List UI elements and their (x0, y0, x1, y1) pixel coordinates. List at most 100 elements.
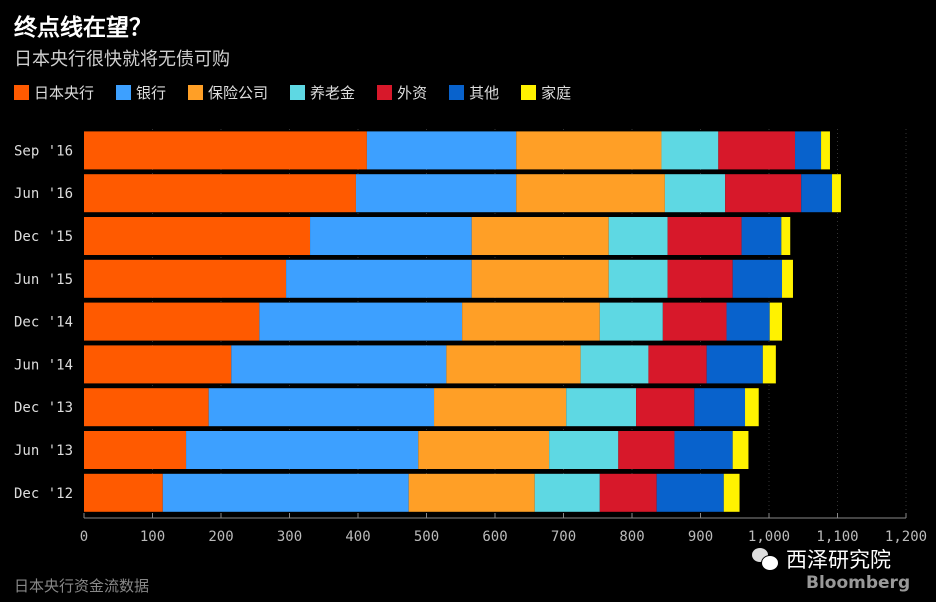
bar-segment (718, 131, 796, 170)
bar-segment (723, 473, 740, 512)
bar-segment (471, 217, 609, 255)
y-tick-label: Dec '14 (14, 315, 73, 331)
x-tick-label: 900 (688, 529, 713, 545)
bar-segment (471, 259, 609, 298)
bar-segment (674, 431, 733, 469)
x-tick-label: 700 (551, 529, 576, 545)
y-tick-label: Jun '16 (14, 186, 73, 202)
bar-segment (549, 431, 619, 469)
x-tick-label: 500 (414, 529, 439, 545)
bar-segment (762, 345, 776, 384)
bar-segment (462, 302, 600, 341)
bar-segment (84, 388, 209, 427)
legend-item: 保险公司 (188, 82, 268, 103)
legend-label: 银行 (136, 84, 167, 102)
y-tick-label: Dec '12 (14, 486, 73, 502)
bar-segment (84, 217, 311, 255)
bar-segment (732, 431, 749, 469)
legend-label: 外资 (397, 84, 428, 102)
bar-segment (821, 131, 830, 170)
bar-segment (667, 217, 742, 255)
y-tick-label: Jun '14 (14, 357, 73, 373)
bar-segment (725, 174, 802, 213)
legend-swatch (116, 85, 132, 100)
legend-item: 日本央行 (14, 82, 94, 103)
bar-segment (801, 174, 833, 213)
legend-item: 银行 (116, 82, 166, 103)
watermark-text: 西泽研究院 (786, 548, 891, 572)
bar-segment (706, 345, 763, 384)
bar-segment (286, 259, 472, 298)
bar-segment (608, 259, 668, 298)
bar-segment (162, 473, 409, 512)
legend-item: 养老金 (290, 82, 355, 103)
bar-segment (84, 259, 287, 298)
bar-segment (418, 431, 550, 469)
bar-segment (769, 302, 783, 341)
bar-segment (84, 431, 187, 469)
bar-segment (84, 345, 232, 384)
chart-subtitle: 日本央行很快就将无债可购 (14, 49, 230, 70)
source-note: 日本央行资金流数据 (14, 577, 150, 595)
legend-label: 保险公司 (208, 84, 269, 102)
bar-segment (664, 174, 726, 213)
bar-segment (608, 217, 668, 255)
bar-segment (726, 302, 770, 341)
bar-segment (534, 473, 600, 512)
bar-segment (566, 388, 637, 427)
legend-label: 日本央行 (34, 84, 95, 102)
legend-swatch (290, 85, 306, 100)
bar-segment (355, 174, 517, 213)
x-tick-label: 800 (619, 529, 644, 545)
y-tick-label: Jun '13 (14, 443, 73, 459)
wechat-icon (752, 548, 779, 571)
legend-swatch (377, 85, 393, 100)
legend-swatch (188, 85, 204, 100)
bar-segment (84, 174, 356, 213)
bar-segment (84, 302, 260, 341)
x-tick-label: 300 (277, 529, 302, 545)
chart-title: 终点线在望？ (14, 15, 152, 41)
legend-item: 家庭 (521, 82, 571, 103)
y-tick-label: Dec '13 (14, 400, 73, 416)
bar-segment (636, 388, 695, 427)
legend-item: 外资 (377, 82, 427, 103)
legend-label: 家庭 (541, 84, 572, 102)
bar-segment (599, 302, 663, 341)
bar-segment (208, 388, 435, 427)
bar-segment (599, 473, 657, 512)
legend-label: 养老金 (310, 84, 356, 102)
bar-segment (84, 473, 163, 512)
bar-segment (516, 131, 662, 170)
bar-segment (781, 217, 791, 255)
bar-segment (648, 345, 707, 384)
bar-segment (661, 131, 719, 170)
x-tick-label: 1,000 (748, 529, 790, 545)
bar-segment (662, 302, 727, 341)
bar-segment (259, 302, 463, 341)
bar-segment (656, 473, 724, 512)
bar-segment (694, 388, 746, 427)
bar-segment (745, 388, 759, 427)
bar-segment (84, 131, 367, 170)
bar-segment (618, 431, 675, 469)
bar-segment (231, 345, 447, 384)
bar-segment (580, 345, 649, 384)
bloomberg-logo: Bloomberg (806, 573, 911, 593)
bar-segment (434, 388, 567, 427)
legend-label: 其他 (469, 84, 500, 102)
bar-segment (408, 473, 535, 512)
bar-segment (667, 259, 733, 298)
x-tick-label: 0 (80, 529, 88, 545)
x-tick-label: 1,100 (816, 529, 858, 545)
bar-segment (186, 431, 419, 469)
y-tick-label: Jun '15 (14, 272, 73, 288)
bar-segment (366, 131, 517, 170)
bar-segment (310, 217, 472, 255)
x-tick-label: 600 (482, 529, 507, 545)
bar-segment (732, 259, 783, 298)
y-tick-label: Dec '15 (14, 229, 73, 245)
x-tick-label: 400 (345, 529, 370, 545)
x-tick-label: 100 (140, 529, 165, 545)
